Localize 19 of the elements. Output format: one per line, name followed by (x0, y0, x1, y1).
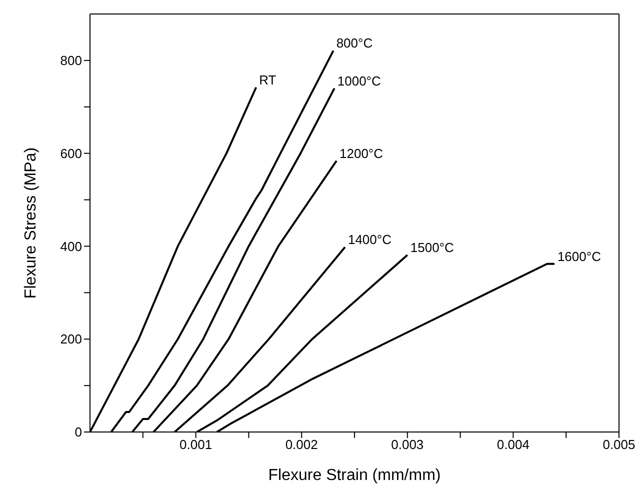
series-label: 1000°C (337, 73, 381, 88)
series-label: 1400°C (348, 232, 392, 248)
series-label: 1500°C (410, 240, 454, 256)
series-label: 1200°C (340, 146, 384, 161)
series-label: 800°C (336, 36, 373, 51)
x-tick-label: 0.003 (391, 437, 424, 452)
x-tick-label: 0.005 (602, 437, 636, 452)
series-label: 1600°C (557, 248, 601, 264)
y-tick-label: 200 (60, 332, 82, 347)
y-tick-label: 600 (60, 146, 82, 161)
x-tick-label: 0.002 (285, 437, 318, 452)
y-axis-title: Flexure Stress (MPa) (22, 147, 40, 299)
x-axis-title: Flexure Strain (mm/mm) (268, 467, 441, 484)
x-tick-label: 0.001 (180, 437, 212, 452)
y-tick-label: 400 (60, 238, 82, 254)
x-tick-label: 0.004 (496, 437, 530, 452)
y-tick-label: 0 (74, 424, 82, 440)
y-tick-label: 800 (60, 53, 82, 68)
series-label: RT (259, 72, 276, 88)
